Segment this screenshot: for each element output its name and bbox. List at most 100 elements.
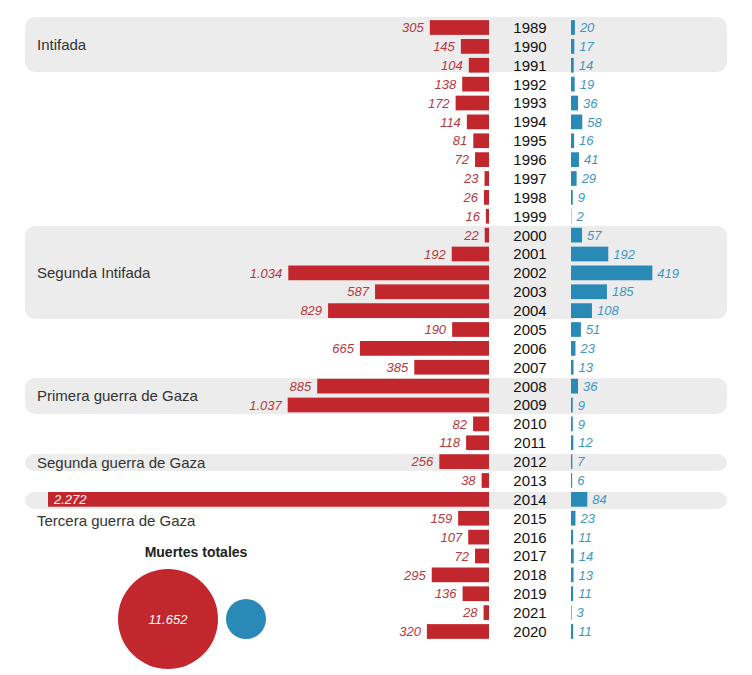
data-label: 20 (579, 20, 595, 35)
data-label: 13 (579, 568, 594, 583)
bar (468, 530, 489, 545)
data-label: 72 (455, 549, 470, 564)
period-band (25, 454, 727, 471)
bar (473, 417, 489, 432)
data-label: 28 (462, 605, 478, 620)
bar (484, 190, 489, 205)
data-label: 23 (579, 511, 595, 526)
bar (458, 511, 489, 526)
year-label: 2010 (513, 415, 546, 432)
year-label: 2000 (513, 227, 546, 244)
data-label: 1.034 (250, 266, 283, 281)
bar (571, 77, 575, 92)
year-label: 2015 (513, 510, 546, 527)
data-label: 2 (575, 209, 584, 224)
bar (288, 398, 489, 413)
data-label: 159 (430, 511, 452, 526)
bar (317, 379, 489, 394)
data-label: 320 (399, 624, 421, 639)
data-label: 26 (462, 190, 478, 205)
year-label: 2006 (513, 340, 546, 357)
data-label: 829 (300, 303, 322, 318)
data-label: 16 (465, 209, 480, 224)
year-label: 2004 (513, 302, 546, 319)
data-label: 16 (579, 133, 594, 148)
data-label: 9 (578, 398, 585, 413)
period-label: Tercera guerra de Gaza (37, 512, 196, 529)
bar (461, 39, 489, 54)
year-label: 2001 (513, 245, 546, 262)
data-label: 11 (578, 624, 592, 639)
data-label: 19 (580, 77, 594, 92)
data-label: 192 (424, 247, 446, 262)
data-label: 145 (433, 39, 455, 54)
year-label: 2007 (513, 359, 546, 376)
year-label: 1993 (513, 94, 546, 111)
bar (571, 190, 573, 205)
data-label: 82 (453, 417, 468, 432)
bar (452, 322, 489, 337)
data-label: 23 (579, 341, 595, 356)
data-label: 136 (435, 586, 457, 601)
year-label: 2020 (513, 623, 546, 640)
period-band (25, 17, 727, 72)
data-label: 14 (579, 58, 593, 73)
bar (571, 322, 581, 337)
data-label: 6 (577, 473, 585, 488)
data-label: 72 (455, 152, 470, 167)
year-label: 2012 (513, 453, 546, 470)
data-label: 172 (428, 96, 450, 111)
data-label: 104 (441, 58, 463, 73)
data-label: 51 (586, 322, 600, 337)
bar (485, 171, 489, 186)
data-label: 385 (387, 360, 409, 375)
bar (571, 454, 572, 469)
bar (571, 247, 608, 262)
bar (571, 417, 573, 432)
bar (456, 96, 489, 111)
data-label: 107 (441, 530, 463, 545)
data-label: 13 (579, 360, 594, 375)
bar (427, 624, 489, 639)
bar (571, 133, 574, 148)
chart: IntifadaSegunda IntifadaPrimera guerra d… (0, 0, 752, 675)
bar (571, 568, 574, 583)
bar (571, 586, 573, 601)
bar (571, 549, 574, 564)
data-label: 14 (579, 549, 593, 564)
bar (469, 58, 489, 73)
year-labels: 1989199019911992199319941995199619971998… (513, 19, 546, 640)
period-labels: IntifadaSegunda IntifadaPrimera guerra d… (37, 36, 206, 529)
year-label: 1999 (513, 208, 546, 225)
total-label: 11.652 (149, 612, 189, 627)
year-label: 1998 (513, 189, 546, 206)
data-label: 1.037 (249, 398, 282, 413)
year-label: 2017 (513, 547, 546, 564)
bar (430, 20, 489, 35)
data-label: 138 (435, 77, 457, 92)
year-label: 2005 (513, 321, 546, 338)
bar (473, 133, 489, 148)
year-label: 1989 (513, 19, 546, 36)
bar (288, 266, 489, 281)
data-label: 587 (347, 284, 369, 299)
year-label: 2011 (514, 434, 546, 451)
bar (432, 568, 489, 583)
bar (571, 473, 572, 488)
data-label: 192 (613, 247, 635, 262)
bar (414, 360, 489, 375)
data-label: 23 (463, 171, 479, 186)
period-label: Primera guerra de Gaza (37, 387, 199, 404)
year-label: 2014 (513, 491, 546, 508)
data-label: 84 (592, 492, 606, 507)
data-label: 114 (440, 115, 461, 130)
data-label: 22 (463, 228, 479, 243)
bar (571, 58, 574, 73)
bar (484, 605, 489, 620)
bar (571, 303, 592, 318)
data-label: 118 (439, 435, 460, 450)
period-band (25, 226, 727, 319)
bar (571, 341, 575, 356)
total-bubble (226, 599, 266, 639)
year-label: 2003 (513, 283, 546, 300)
